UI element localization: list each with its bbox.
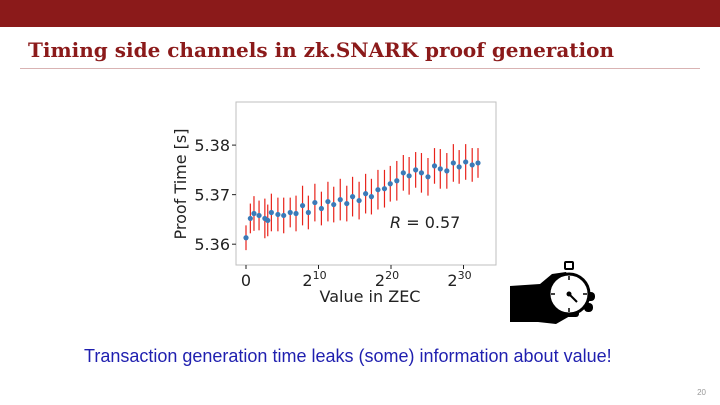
data-point [331,201,337,208]
scatter-chart: 5.36 5.37 5.38 0 210 220 230 Proof Time [s] V… [171,101,497,306]
data-point [394,178,400,184]
hand-holding-stopwatch-icon [510,261,595,324]
data-point [437,166,443,172]
data-point [281,212,287,219]
top-bar [0,0,720,27]
x-tick-label: 0 [241,271,251,290]
data-point [387,181,393,187]
y-tick-label: 5.38 [194,136,230,155]
correlation-annotation: R = 0.57 [390,213,460,232]
data-point [349,194,356,200]
data-point [318,205,324,212]
data-point [287,209,293,216]
data-point [463,159,469,165]
x-tick-label: 230 [447,269,471,290]
data-point [431,163,438,169]
data-point [265,217,271,224]
data-point [444,168,450,174]
data-point [256,212,262,219]
x-axis-label: Value in ZEC [320,287,421,306]
data-point [247,215,253,222]
data-point [368,194,375,200]
data-point [325,198,331,205]
y-axis-label: Proof Time [s] [171,129,190,240]
data-point [356,197,362,204]
data-point [243,235,249,241]
x-tick-label: 210 [302,269,326,290]
title-divider [20,68,700,69]
data-point [293,210,299,217]
data-point [418,170,425,176]
data-point [425,174,431,180]
data-point [251,210,257,217]
error-bars [245,144,479,251]
data-point [456,164,462,170]
data-point [406,173,412,179]
data-point [469,162,475,168]
data-point [312,199,318,206]
data-point [413,167,419,173]
x-ticks: 0 210 220 230 [241,265,472,290]
plot-frame [235,101,497,266]
slide-title: Timing side channels in zk.SNARK proof g… [28,38,615,62]
data-point [363,191,369,197]
slide-caption: Transaction generation time leaks (some)… [84,346,612,366]
data-point [450,160,456,166]
y-tick-label: 5.37 [194,186,230,205]
data-point [375,187,381,193]
data-points [243,159,481,241]
data-point [337,197,343,203]
data-point [381,186,388,192]
data-point [305,209,311,216]
page-number: 20 [697,388,706,397]
data-point [400,170,406,176]
data-point [275,211,281,218]
data-point [268,209,274,216]
y-tick-label: 5.36 [194,235,230,254]
x-tick-label: 220 [375,269,399,290]
data-point [299,202,306,209]
data-point [475,160,481,166]
data-point [344,200,350,207]
y-ticks: 5.36 5.37 5.38 [194,136,236,254]
